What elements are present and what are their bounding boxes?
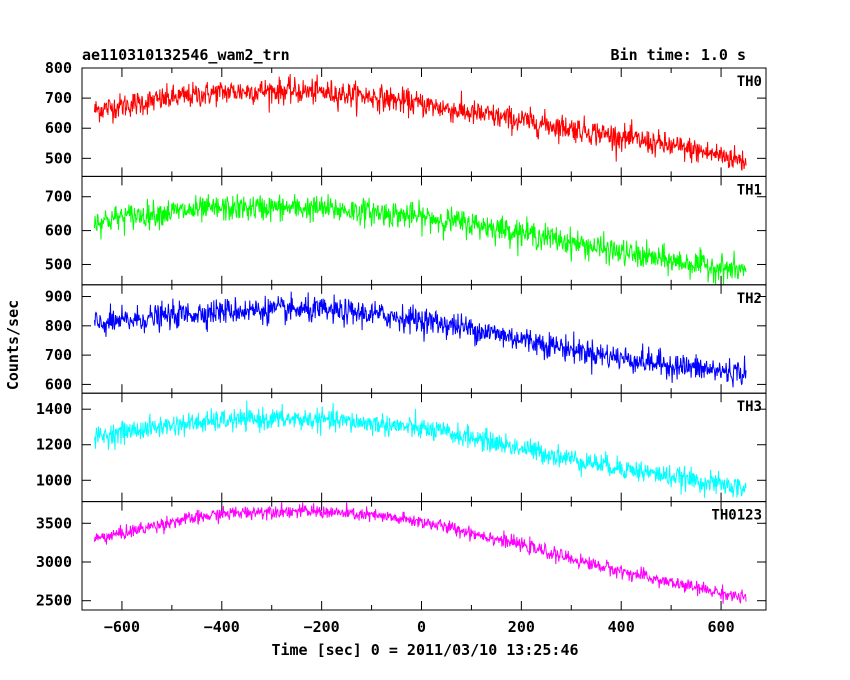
panel-label-th2: TH2 [737,291,762,307]
panel-frame-th0123 [81,501,767,611]
panel-label-th0123: TH0123 [711,508,762,524]
x-axis-title: Time [sec] 0 = 2011/03/10 13:25:46 [271,641,578,659]
series-line-th0 [93,73,747,171]
panels-group: 500 600 700 800 TH0 500 600 700 TH1 600 700 800 900 T… [36,59,767,636]
panel-label-th1: TH1 [737,182,762,198]
x-tick-label: −600 [104,618,140,636]
y-tick-label: 700 [45,188,72,206]
x-tick-label: 200 [508,618,535,636]
y-tick-label: 3000 [36,553,72,571]
series-line-th0123 [93,501,747,604]
y-tick-label: 800 [45,317,72,335]
y-tick-label: 1200 [36,436,72,454]
x-tick-label: 600 [708,618,735,636]
x-tick-label: −200 [304,618,340,636]
y-tick-label: 900 [45,288,72,306]
y-tick-label: 1400 [36,400,72,418]
x-tick-label: −400 [204,618,240,636]
panel-label-th3: TH3 [737,399,762,415]
series-line-th3 [93,400,747,498]
y-tick-label: 600 [45,222,72,240]
panel-th2: 600 700 800 900 TH2 [45,284,767,394]
y-tick-label: 600 [45,375,72,393]
y-axis-title: Counts/sec [4,300,22,390]
y-tick-label: 700 [45,89,72,107]
bin-time-label: Bin time: 1.0 s [611,46,746,64]
panel-label-th0: TH0 [737,74,762,90]
y-tick-label: 500 [45,149,72,167]
chart-title: ae110310132546_wam2_trn [82,46,290,64]
y-tick-label: 800 [45,59,72,77]
panel-frame-th3 [81,392,767,503]
panel-th0123: 2500 3000 3500 TH0123 [36,501,767,611]
y-tick-label: 600 [45,119,72,137]
x-tick-label: 0 [417,618,426,636]
panel-th0: 500 600 700 800 TH0 [45,59,767,177]
x-tick-label: 400 [608,618,635,636]
series-line-th1 [93,193,747,285]
panel-th3: 1000 1200 1400 TH3 [36,392,767,503]
y-tick-label: 2500 [36,592,72,610]
y-tick-label: 1000 [36,471,72,489]
panel-frame-th1 [81,175,767,286]
y-tick-label: 500 [45,255,72,273]
y-tick-label: 700 [45,346,72,364]
panel-th1: 500 600 700 TH1 [45,175,767,286]
y-tick-label: 3500 [36,514,72,532]
series-line-th2 [93,291,747,388]
panel-frame-th0 [81,67,767,177]
